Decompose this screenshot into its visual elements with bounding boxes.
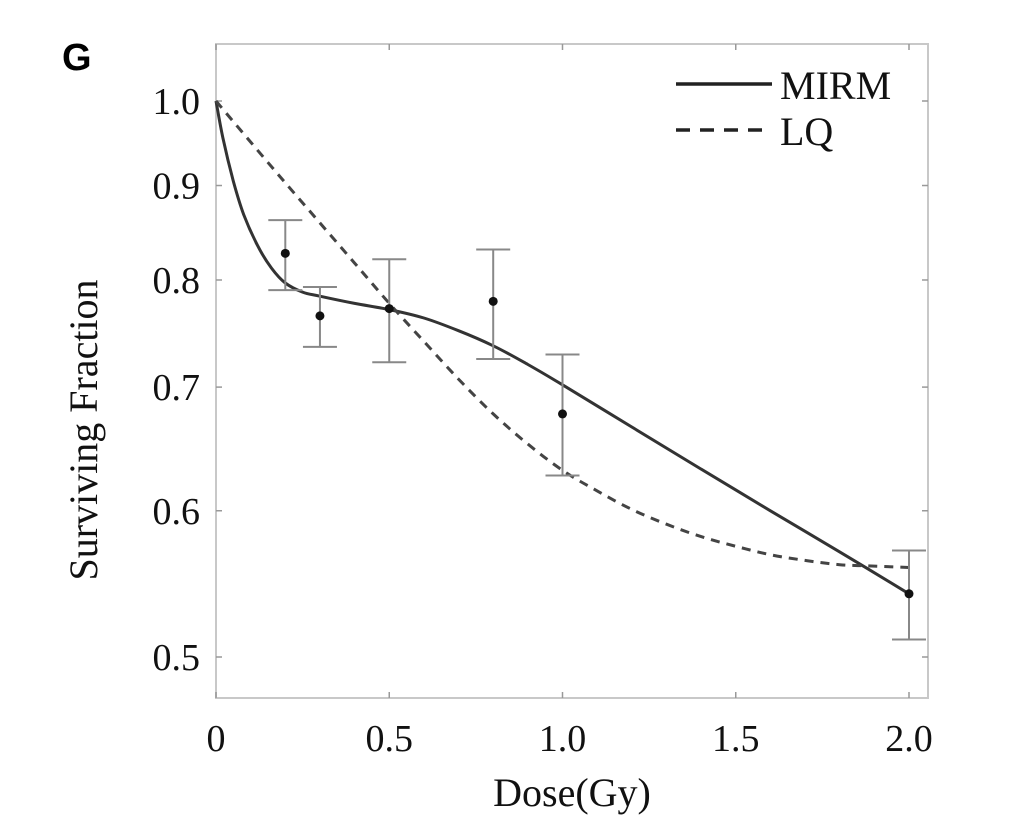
x-tick-label: 0 (207, 718, 226, 760)
data-point (904, 589, 914, 599)
series-line-mirm (214, 100, 910, 596)
legend-label-lq: LQ (780, 109, 833, 154)
data-point (558, 409, 567, 419)
x-tick-label: 1.0 (539, 718, 587, 760)
data-points (268, 219, 926, 641)
x-tick-label: 0.5 (366, 718, 414, 760)
y-axis: 0.5 0.6 0.7 0.8 0.9 1.0 (153, 81, 928, 679)
y-tick-label: 0.5 (153, 637, 201, 679)
data-point (384, 304, 394, 314)
y-tick-label: 1.0 (153, 81, 201, 123)
curves (214, 100, 910, 596)
y-tick-label: 0.9 (153, 166, 201, 208)
series-line-lq (214, 100, 910, 569)
data-point-group (302, 286, 337, 348)
data-point-group (476, 248, 511, 360)
data-point-group (268, 219, 303, 292)
y-tick-label: 0.6 (153, 491, 201, 533)
x-axis: 0 0.5 1.0 1.5 2.0 (207, 44, 933, 760)
y-tick-label: 0.8 (153, 260, 201, 302)
x-tick-label: 2.0 (885, 718, 933, 760)
data-point (488, 296, 498, 306)
legend-label-mirm: MIRM (780, 63, 891, 108)
data-point (315, 311, 325, 321)
y-axis-title: Surviving Fraction (61, 279, 106, 580)
plot-frame (215, 43, 929, 699)
x-tick-label: 1.5 (712, 718, 760, 760)
data-point-group (372, 258, 407, 364)
data-point-group (892, 549, 926, 641)
panel-label: G (62, 37, 92, 79)
y-tick-label: 0.7 (153, 367, 201, 409)
data-point-group (545, 353, 580, 477)
x-axis-title: Dose(Gy) (493, 770, 651, 815)
data-point (280, 248, 290, 258)
